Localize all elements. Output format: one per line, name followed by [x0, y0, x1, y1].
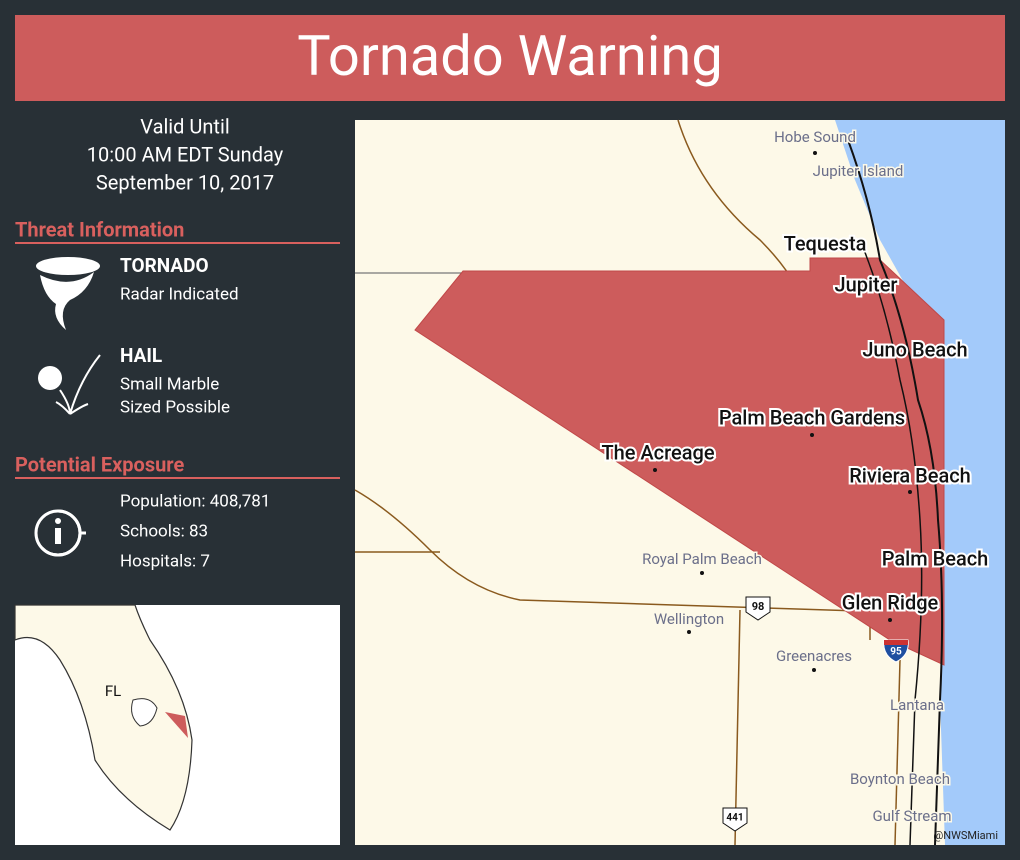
tornado-icon: [36, 257, 100, 330]
threat-title: TORNADO: [120, 254, 209, 277]
warned-place: Juno Beach: [862, 337, 967, 361]
warned-place: Jupiter: [834, 272, 897, 296]
place-label: Hobe Sound: [774, 128, 856, 146]
info-icon: [34, 509, 86, 557]
highway-shield: 95: [883, 639, 909, 663]
place-label: Greenacres: [776, 647, 852, 665]
main-map: [354, 119, 1005, 846]
inset-map: FL: [14, 604, 340, 845]
exposure-item: Hospitals: 7: [120, 551, 210, 571]
header-bar: [15, 15, 1005, 101]
threat-title: HAIL: [120, 344, 162, 367]
valid-label: Valid Until: [140, 114, 229, 138]
highway-number: 95: [890, 647, 902, 658]
highway-shield: 441: [722, 807, 748, 832]
warned-place: Tequesta: [784, 231, 867, 255]
credit: @NWSMiami: [933, 829, 998, 842]
warned-place: Riviera Beach: [849, 463, 971, 487]
highway-number: 98: [752, 600, 765, 613]
threat-detail: Small Marble: [120, 374, 219, 394]
inset-label: FL: [105, 682, 121, 700]
highway-number: 441: [726, 813, 743, 824]
place-label: Royal Palm Beach: [642, 550, 762, 568]
highway-shield: 98: [745, 596, 771, 621]
valid-time: 10:00 AM EDT Sunday: [87, 142, 284, 166]
place-label: Jupiter Island: [813, 162, 904, 180]
warned-place: The Acreage: [601, 440, 714, 464]
warned-place: Palm Beach: [882, 546, 989, 570]
hail-icon: [38, 354, 101, 415]
exposure-item: Schools: 83: [120, 521, 208, 541]
section-heading: Potential Exposure: [15, 452, 184, 476]
valid-date: September 10, 2017: [96, 170, 274, 194]
warned-place: Glen Ridge: [842, 590, 939, 614]
place-label: Lantana: [890, 696, 944, 714]
exposure-item: Population: 408,781: [120, 491, 270, 511]
title: Tornado Warning: [297, 23, 723, 89]
place-label: Wellington: [654, 610, 724, 628]
threat-detail: Sized Possible: [120, 397, 230, 417]
place-label: Gulf Stream: [872, 807, 951, 825]
place-label: Boynton Beach: [850, 770, 950, 788]
section-heading: Threat Information: [15, 217, 184, 241]
warned-place: Palm Beach Gardens: [719, 405, 905, 429]
threat-detail: Radar Indicated: [120, 284, 239, 304]
